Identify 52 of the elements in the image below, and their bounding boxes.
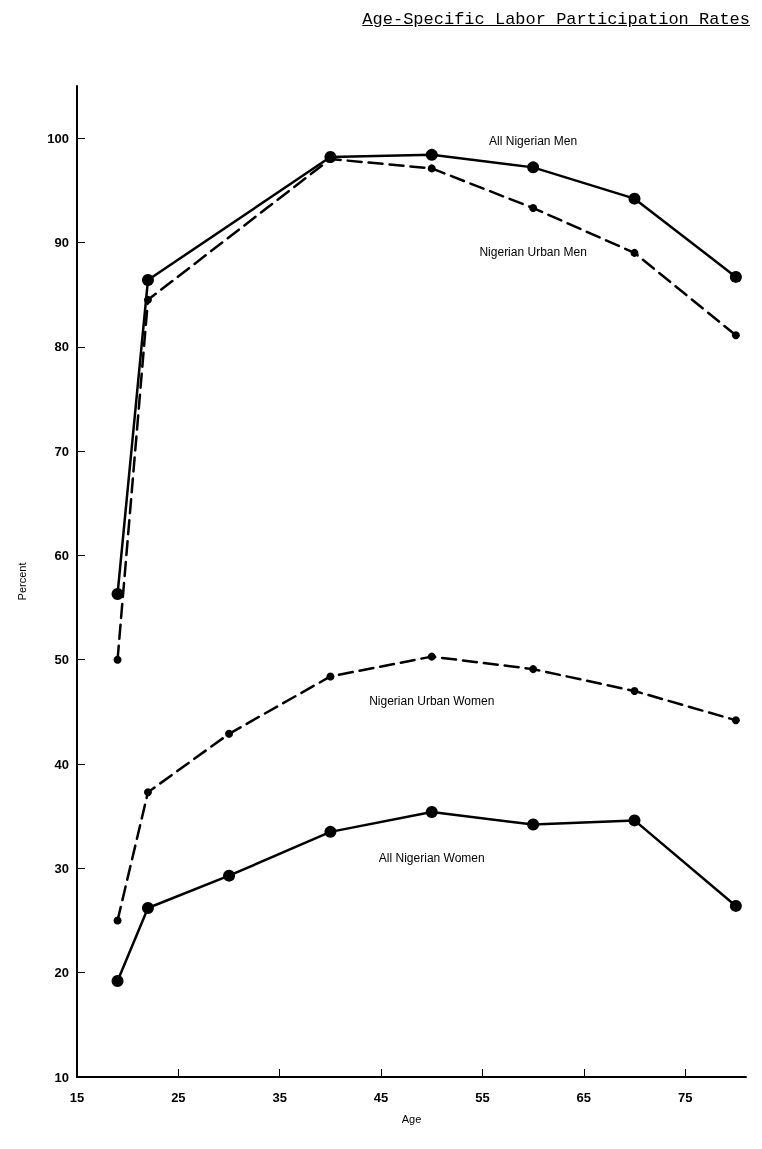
text: Nigerian Urban Women [369, 693, 495, 708]
chart-title: Age-Specific Labor Participation Rates [362, 10, 750, 29]
point [225, 729, 234, 738]
point [729, 899, 742, 912]
y-tick-label: 80 [54, 339, 69, 355]
point [729, 270, 742, 283]
point [425, 148, 438, 161]
x-tick-label: 45 [373, 1090, 389, 1105]
point [223, 869, 236, 882]
point [326, 672, 335, 681]
point [427, 164, 436, 173]
point [141, 902, 154, 915]
series-label: Nigerian Urban Men [479, 245, 587, 260]
point [731, 331, 740, 340]
point [113, 916, 122, 925]
y-tick-label: 30 [54, 860, 69, 876]
point [425, 806, 438, 819]
y-axis-title: Percent [15, 562, 28, 601]
point [111, 975, 124, 988]
point [143, 788, 152, 797]
x-tick-label: 25 [171, 1090, 186, 1105]
point [628, 814, 641, 827]
point [628, 192, 641, 205]
x-axis-title: Age [401, 1112, 422, 1125]
point [113, 655, 122, 664]
y-tick-label: 20 [54, 965, 69, 981]
x-tick-label: 15 [69, 1090, 85, 1105]
point [143, 295, 152, 304]
point [529, 665, 538, 674]
point [630, 248, 639, 257]
x-tick-label: 65 [576, 1090, 592, 1105]
y-tick-label: 70 [54, 443, 69, 459]
y-tick-label: 90 [54, 234, 69, 250]
text: All Nigerian Women [378, 851, 485, 866]
point [527, 161, 540, 174]
point [630, 687, 639, 696]
y-tick-label: 40 [54, 756, 69, 772]
point [141, 274, 154, 287]
point [527, 818, 540, 831]
y-tick-label: 10 [54, 1069, 69, 1085]
point [111, 588, 124, 601]
point [731, 716, 740, 725]
point [324, 825, 337, 838]
point [529, 204, 538, 213]
x-tick-label: 75 [677, 1090, 693, 1105]
y-tick-label: 100 [47, 130, 69, 146]
point [427, 652, 436, 661]
x-tick-label: 55 [475, 1090, 490, 1105]
x-tick-label: 35 [272, 1090, 287, 1105]
y-tick-label: 50 [54, 652, 69, 668]
series-label: All Nigerian Men [489, 134, 578, 149]
y-tick-label: 60 [54, 547, 69, 563]
